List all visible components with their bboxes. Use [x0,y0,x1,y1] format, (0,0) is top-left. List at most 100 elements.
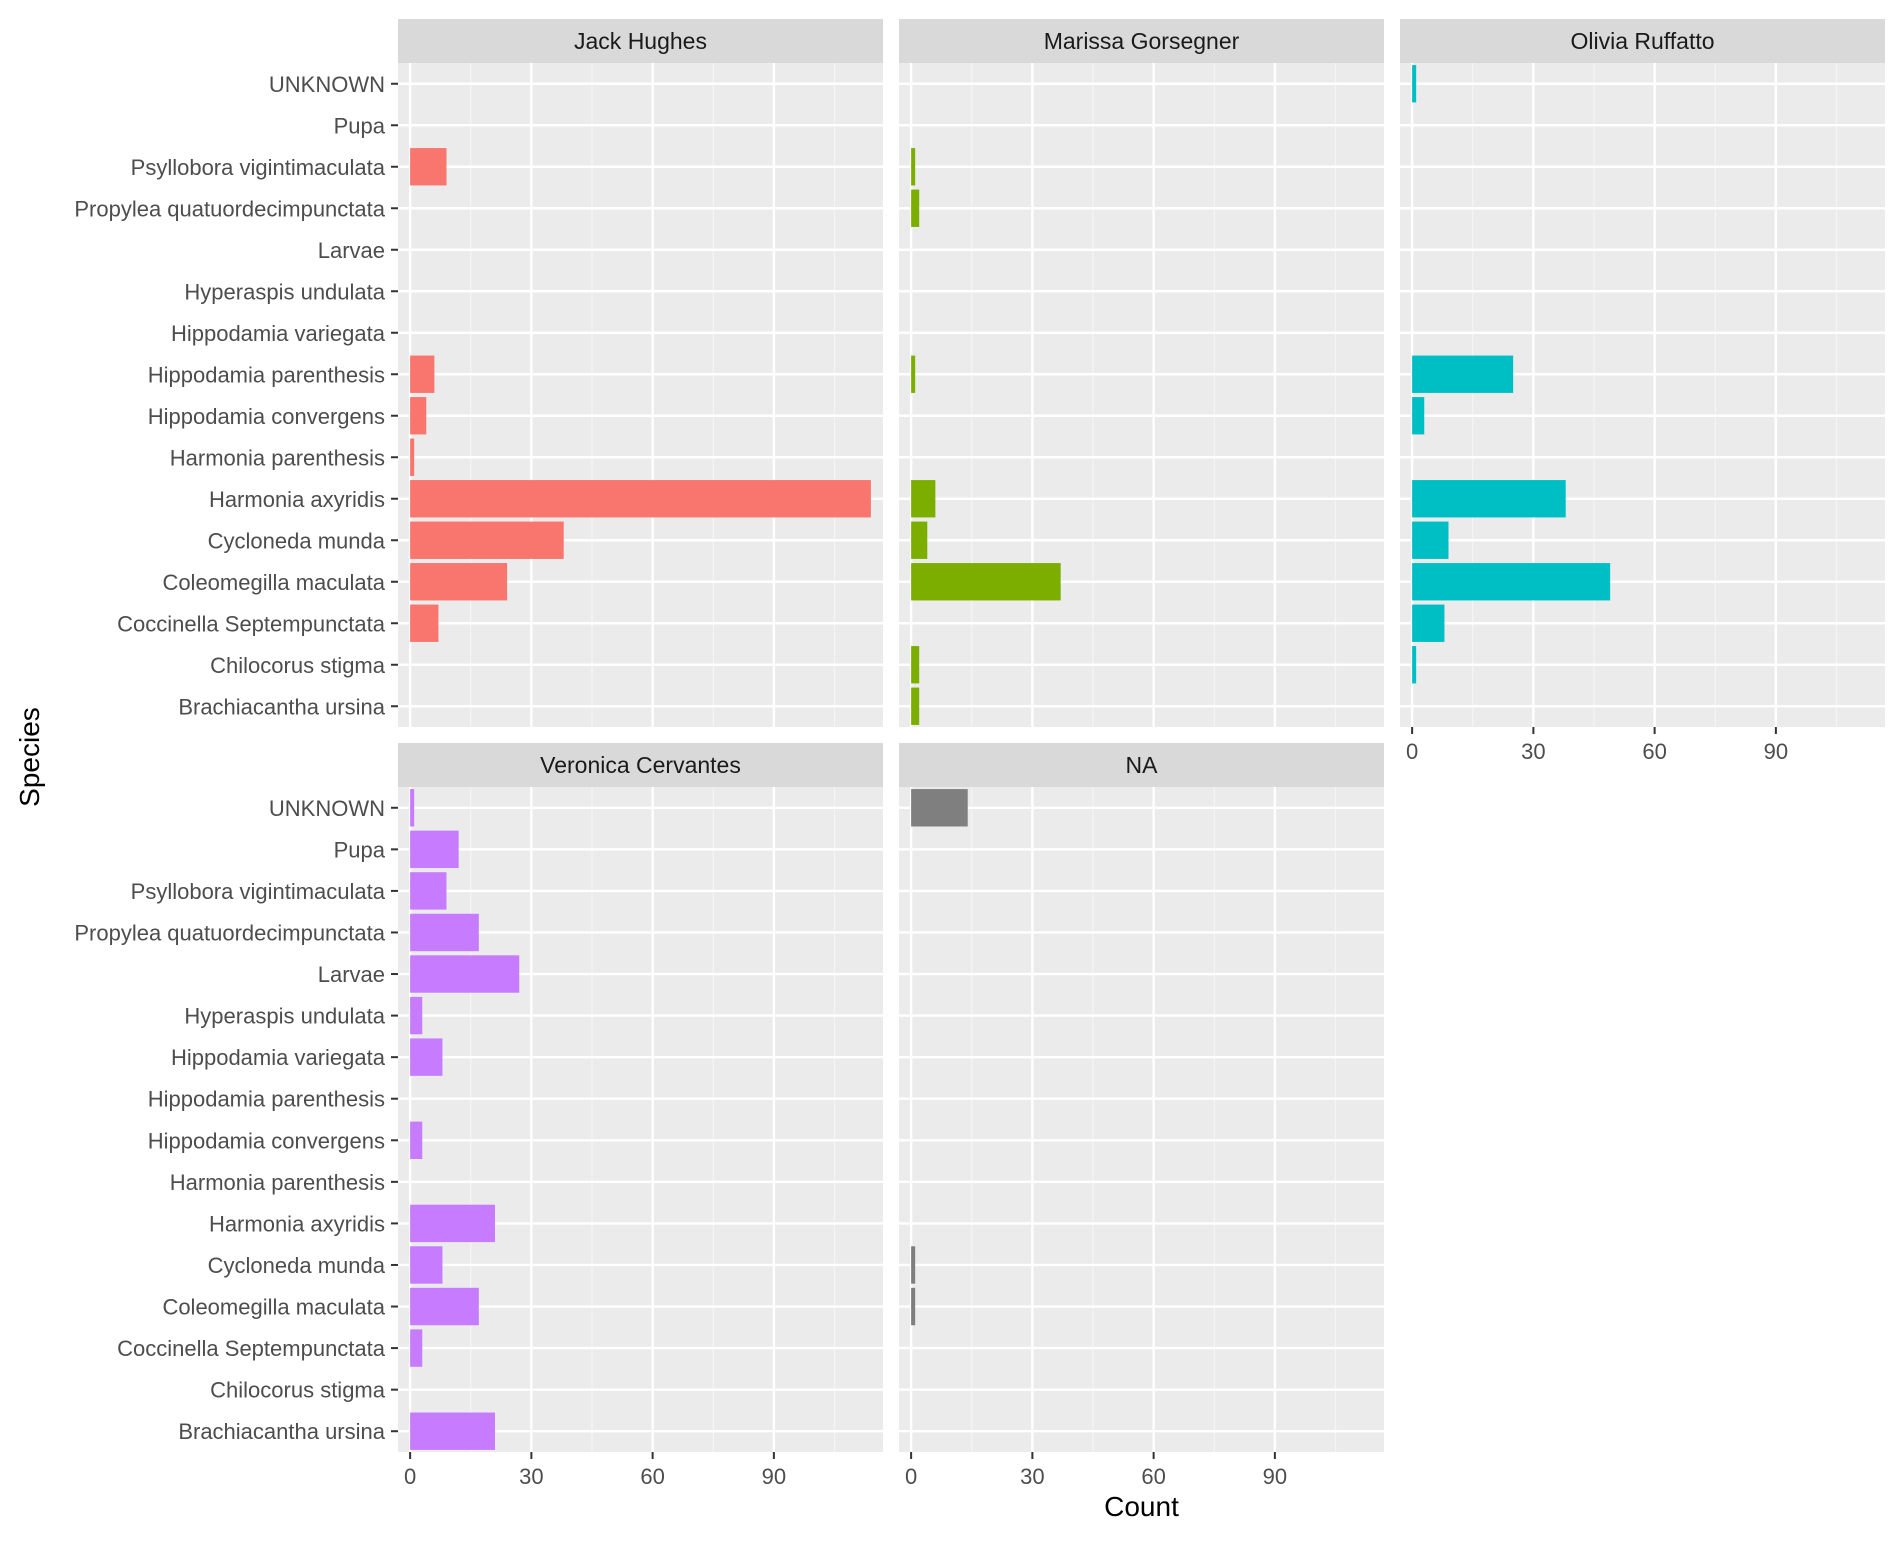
y-tick-label: Hippodamia parenthesis [148,1087,385,1112]
bar [1412,355,1514,393]
y-tick-label: Larvae [318,962,385,987]
x-tick-label: 60 [640,1464,664,1489]
bar [410,480,871,518]
x-tick-label: 90 [762,1464,786,1489]
facet-strip-label: NA [1126,752,1159,778]
bar [410,1204,495,1243]
y-tick-label: Psyllobora vigintimaculata [131,155,386,180]
facet-strip [1400,19,1885,63]
bar [410,1038,443,1076]
y-tick-label: Psyllobora vigintimaculata [131,879,386,904]
y-tick-label: Cycloneda munda [208,1253,386,1278]
x-tick-label: 30 [1020,1464,1044,1489]
bar [410,563,508,601]
bar [410,604,439,642]
x-tick-label: 60 [1642,739,1666,764]
panel-background [398,787,883,1452]
y-tick-label: Hippodamia variegata [171,321,386,346]
y-tick-label: Coleomegilla maculata [162,570,385,595]
bar [911,148,916,186]
bar [410,438,415,476]
y-tick-label: Hippodamia variegata [171,1045,386,1070]
bar [911,563,1061,601]
y-tick-label: Pupa [334,837,386,862]
y-tick-label: Brachiacantha ursina [178,1419,385,1444]
bar [911,646,920,684]
y-tick-label: Chilocorus stigma [210,653,386,678]
bar [1412,397,1425,435]
y-tick-label: Hyperaspis undulata [184,1004,385,1029]
facet-strip-label: Jack Hughes [574,28,707,54]
bar [1412,604,1445,642]
bar [1412,480,1566,518]
y-tick-label: Coccinella Septempunctata [117,611,386,636]
bar [911,1246,916,1284]
bar [1412,521,1449,559]
y-tick-label: Propylea quatuordecimpunctata [74,920,385,945]
bar [410,355,435,393]
bar [911,687,920,725]
bar [410,1329,423,1367]
bar [410,1121,423,1159]
bar [410,1287,479,1326]
y-tick-label: Harmonia parenthesis [170,1170,385,1195]
bar [911,480,936,518]
x-tick-label: 0 [404,1464,416,1489]
facet-strip [398,19,883,63]
y-tick-label: Hippodamia convergens [148,404,385,429]
y-tick-label: Harmonia axyridis [209,487,385,512]
x-tick-label: 30 [1521,739,1545,764]
bar [1412,646,1417,684]
bar [911,789,968,827]
y-tick-label: Hippodamia convergens [148,1128,385,1153]
y-tick-label: Hyperaspis undulata [184,279,385,304]
bar [410,955,520,993]
y-tick-label: Hippodamia parenthesis [148,362,385,387]
bar [1412,65,1417,103]
y-tick-label: Harmonia parenthesis [170,445,385,470]
bar [410,521,564,559]
bar [410,913,479,952]
y-tick-label: Pupa [334,113,386,138]
bar [911,355,916,393]
bar [410,1412,495,1450]
facet-strip [398,743,883,787]
y-tick-label: Larvae [318,238,385,263]
y-tick-label: Coccinella Septempunctata [117,1336,386,1361]
bar [1412,563,1611,601]
y-axis-title: Species [14,707,45,807]
bar [410,789,415,827]
y-tick-label: Cycloneda munda [208,528,386,553]
bar [911,189,920,227]
y-tick-label: Coleomegilla maculata [162,1295,385,1320]
bar [410,148,447,186]
bar [410,830,459,869]
y-tick-label: UNKNOWN [269,796,385,821]
facet-strip-label: Marissa Gorsegner [1044,28,1240,54]
bar [410,872,447,910]
x-axis-title: Count [1104,1491,1179,1522]
x-tick-label: 60 [1141,1464,1165,1489]
bar [911,521,928,559]
bar [410,1246,443,1284]
panel-background [899,787,1384,1452]
facet-strip [899,19,1384,63]
facet-strip [899,743,1384,787]
bar [410,996,423,1035]
bar [911,1287,916,1326]
y-tick-label: UNKNOWN [269,72,385,97]
panel-background [1400,63,1885,727]
x-tick-label: 90 [1764,739,1788,764]
facet-strip-label: Veronica Cervantes [540,752,741,778]
x-tick-label: 0 [905,1464,917,1489]
panel-background [398,63,883,727]
y-tick-label: Propylea quatuordecimpunctata [74,196,385,221]
y-tick-label: Harmonia axyridis [209,1211,385,1236]
y-tick-label: Brachiacantha ursina [178,694,385,719]
x-tick-label: 30 [519,1464,543,1489]
panel-background [899,63,1384,727]
bar [410,397,427,435]
facet-strip-label: Olivia Ruffatto [1570,28,1714,54]
